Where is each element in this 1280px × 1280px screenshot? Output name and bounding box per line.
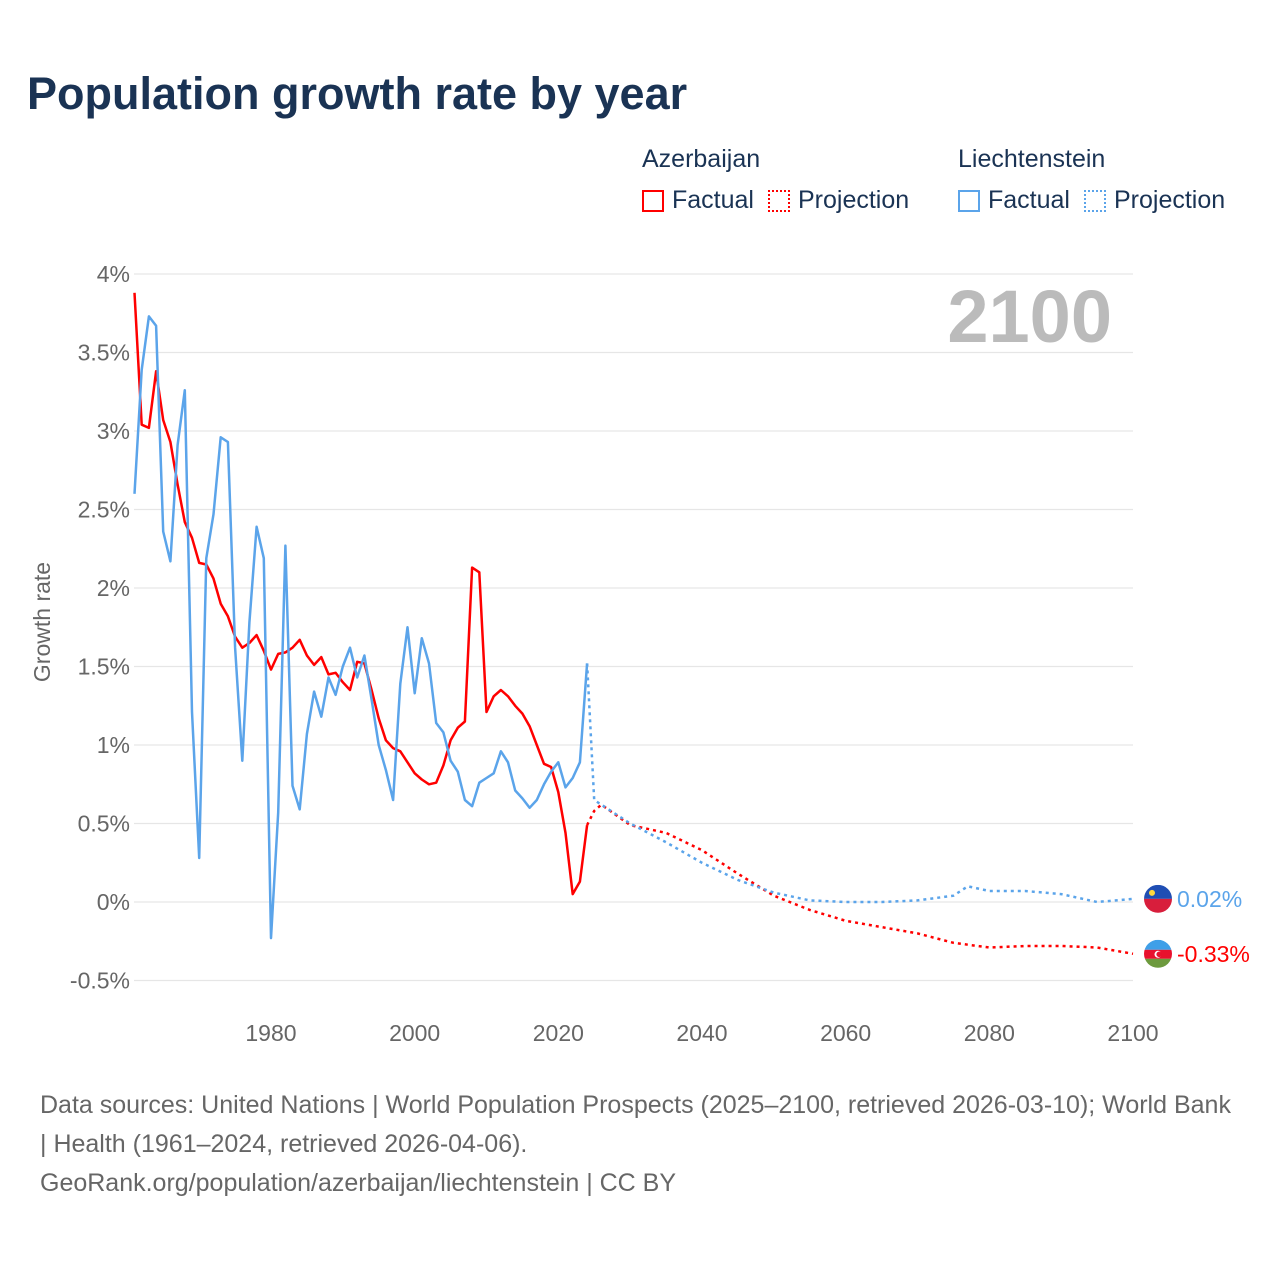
- source-link[interactable]: GeoRank.org/population/azerbaijan/liecht…: [40, 1169, 677, 1197]
- y-tick-label: 1%: [97, 732, 130, 758]
- legend-label: Projection: [797, 186, 910, 214]
- flag-icon-azerbaijan: [1144, 939, 1172, 968]
- year-label: 2100: [947, 275, 1112, 358]
- y-tick-label: 3.5%: [78, 340, 130, 366]
- end-value-label: 0.02%: [1177, 886, 1242, 912]
- x-tick-label: 2020: [533, 1020, 584, 1046]
- factual-line-liechtenstein: [133, 315, 589, 940]
- y-tick-label: 1.5%: [78, 654, 130, 680]
- y-axis-label: Growth rate: [29, 562, 55, 682]
- footer: Data sources: United Nations | World Pop…: [40, 1086, 1240, 1203]
- x-tick-label: 1980: [245, 1020, 296, 1046]
- y-tick-label: 2.5%: [78, 497, 130, 523]
- legend-group-label: Azerbaijan: [642, 145, 761, 173]
- projection-line-liechtenstein: [585, 663, 1134, 904]
- y-tick-label: 4%: [97, 261, 130, 287]
- x-tick-label: 2000: [389, 1020, 440, 1046]
- x-tick-label: 2060: [820, 1020, 871, 1046]
- legend-group-label: Liechtenstein: [958, 145, 1106, 173]
- flag-icon-liechtenstein: [1144, 884, 1172, 913]
- legend-swatch: [1083, 189, 1106, 212]
- chart-title: Population growth rate by year: [27, 68, 688, 119]
- legend-projection[interactable]: Projection: [767, 186, 910, 215]
- x-tick-label: 2080: [964, 1020, 1015, 1046]
- x-tick-label: 2040: [676, 1020, 727, 1046]
- legend-label: Factual: [672, 186, 754, 214]
- y-tick-label: 2%: [97, 575, 130, 601]
- data-sources: Data sources: United Nations | World Pop…: [40, 1091, 1231, 1158]
- end-value-label: -0.33%: [1177, 941, 1250, 967]
- legend-label: Projection: [1113, 186, 1226, 214]
- legend-liechtenstein: Liechtenstein Factual Projection: [958, 145, 1239, 219]
- x-tick-label: 2100: [1107, 1020, 1158, 1046]
- legend-swatch: [958, 189, 980, 212]
- y-tick-label: -0.5%: [70, 968, 130, 994]
- factual-line-azerbaijan: [133, 292, 589, 896]
- legend-factual[interactable]: Factual: [958, 186, 1070, 215]
- legend-swatch: [767, 189, 790, 212]
- y-tick-label: 0%: [97, 889, 130, 915]
- legend-label: Factual: [988, 186, 1070, 214]
- legend-projection[interactable]: Projection: [1083, 186, 1226, 215]
- legend-swatch: [642, 189, 664, 212]
- legend-azerbaijan: Azerbaijan Factual Projection: [642, 145, 923, 219]
- y-tick-label: 3%: [97, 418, 130, 444]
- projection-line-azerbaijan: [585, 803, 1134, 956]
- y-tick-label: 0.5%: [78, 811, 130, 837]
- legend-factual[interactable]: Factual: [642, 186, 754, 215]
